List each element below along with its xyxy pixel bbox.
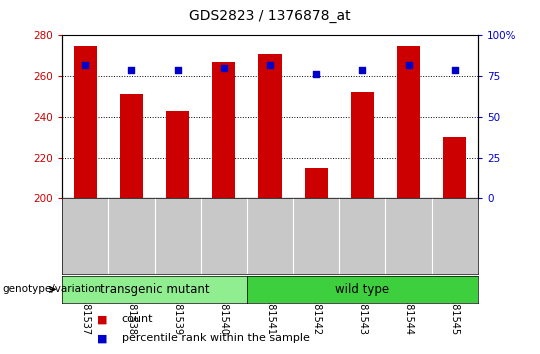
Point — [312, 72, 321, 77]
Bar — [351, 92, 374, 198]
Point — [219, 65, 228, 71]
Bar — [305, 168, 328, 198]
Text: ■: ■ — [97, 333, 107, 343]
Point — [450, 67, 459, 73]
Text: transgenic mutant: transgenic mutant — [100, 283, 210, 296]
Bar — [120, 95, 143, 198]
Text: count: count — [122, 314, 153, 324]
Text: wild type: wild type — [335, 283, 389, 296]
Bar — [73, 46, 97, 198]
Point — [81, 62, 90, 68]
Bar — [397, 46, 420, 198]
Point — [173, 67, 182, 73]
Point — [266, 62, 274, 68]
Text: ■: ■ — [97, 314, 107, 324]
Text: GDS2823 / 1376878_at: GDS2823 / 1376878_at — [189, 9, 351, 23]
Point — [127, 67, 136, 73]
Point — [358, 67, 367, 73]
Point — [404, 62, 413, 68]
Bar — [443, 137, 467, 198]
Bar — [212, 62, 235, 198]
Bar — [259, 54, 281, 198]
Text: percentile rank within the sample: percentile rank within the sample — [122, 333, 309, 343]
Bar — [166, 111, 189, 198]
Text: genotype/variation: genotype/variation — [3, 284, 102, 295]
